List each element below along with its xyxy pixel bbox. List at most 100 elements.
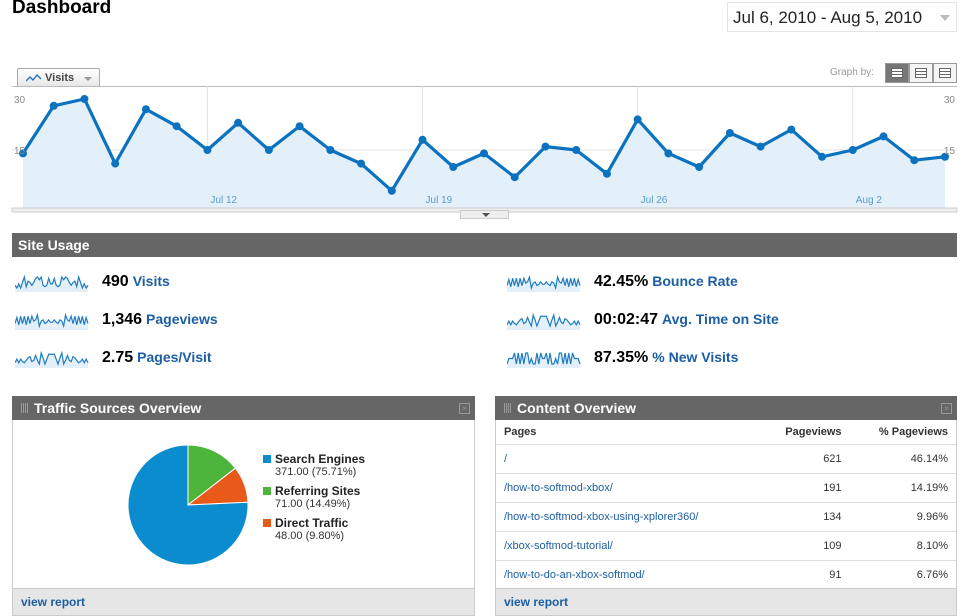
metric-value: 00:02:47: [594, 311, 659, 328]
traffic-view-report-link[interactable]: view report: [13, 588, 474, 615]
legend-swatch: [263, 519, 271, 527]
y-tick-label-left: 30: [14, 95, 26, 106]
data-point[interactable]: [357, 159, 366, 168]
data-point[interactable]: [756, 142, 765, 151]
data-point[interactable]: [295, 122, 304, 131]
metric-link[interactable]: Avg. Time on Site: [662, 311, 779, 327]
graph-by-day-button[interactable]: [885, 63, 909, 83]
page-link[interactable]: /xbox-softmod-tutorial/: [496, 531, 760, 561]
data-point[interactable]: [879, 132, 888, 141]
graph-by-label: Graph by:: [830, 67, 874, 78]
line-chart-icon: [26, 74, 42, 82]
data-point[interactable]: [480, 149, 488, 158]
pie-slice-search-engines[interactable]: [127, 444, 249, 566]
week-icon: [915, 68, 927, 78]
legend-item[interactable]: Referring Sites: [263, 484, 365, 498]
metric-value: 2.75: [102, 349, 134, 366]
drag-handle-icon[interactable]: [504, 403, 511, 413]
metric-left-2: 2.75 Pages/Visit: [102, 349, 212, 369]
close-icon[interactable]: ×: [941, 403, 952, 414]
pct-pageviews-cell: 6.76%: [849, 560, 956, 590]
content-view-report-link[interactable]: view report: [496, 588, 956, 615]
graph-by-month-button[interactable]: [933, 63, 957, 83]
sparkline-pageviews: [15, 312, 89, 330]
metric-link[interactable]: Bounce Rate: [652, 273, 738, 289]
data-point[interactable]: [19, 149, 27, 158]
legend-value: 48.00 (9.80%): [275, 530, 345, 542]
data-point[interactable]: [111, 159, 120, 168]
sparkline-avg-time-on-site: [507, 312, 581, 330]
data-point[interactable]: [602, 169, 611, 178]
legend-item[interactable]: Direct Traffic: [263, 516, 365, 530]
y-tick-label-right: 15: [944, 146, 956, 157]
pageviews-cell: 621: [759, 444, 850, 474]
pct-pageviews-cell: 9.96%: [849, 502, 956, 532]
page-link[interactable]: /: [496, 444, 760, 474]
table-row: /how-to-softmod-xbox/191 14.19%: [496, 473, 956, 503]
pct-pageviews-cell: 8.10%: [849, 531, 956, 561]
graph-by-week-button[interactable]: [909, 63, 933, 83]
data-point[interactable]: [80, 95, 89, 103]
page-link[interactable]: /how-to-do-an-xbox-softmod/: [496, 560, 760, 590]
traffic-sources-title: Traffic Sources Overview: [34, 400, 202, 416]
metric-left-0: 490 Visits: [102, 273, 170, 293]
chart-collapse-handle[interactable]: [460, 210, 509, 219]
date-range-picker[interactable]: Jul 6, 2010 - Aug 5, 2010: [727, 2, 957, 32]
table-row: /xbox-softmod-tutorial/109 8.10%: [496, 531, 956, 561]
data-point[interactable]: [264, 146, 273, 154]
data-point[interactable]: [141, 105, 150, 114]
legend-item[interactable]: Search Engines: [263, 452, 365, 466]
data-point[interactable]: [818, 152, 827, 161]
data-point[interactable]: [787, 125, 796, 134]
metric-selector-tab[interactable]: Visits: [17, 68, 100, 87]
sparkline-pages-visit: [15, 350, 89, 368]
sparkline--new-visits: [507, 352, 581, 368]
y-tick-label-left: 15: [14, 146, 26, 157]
metric-link[interactable]: Pageviews: [146, 311, 218, 327]
metric-link[interactable]: Visits: [132, 273, 170, 289]
data-point[interactable]: [387, 186, 396, 195]
data-point[interactable]: [633, 115, 642, 124]
pie-slice-referring-sites[interactable]: [187, 444, 237, 507]
data-point[interactable]: [695, 163, 704, 171]
data-point[interactable]: [172, 122, 181, 131]
data-point[interactable]: [664, 149, 673, 158]
content-overview-panel: Content Overview × Pages Pageviews % Page…: [495, 396, 957, 616]
page-link[interactable]: /how-to-softmod-xbox/: [496, 473, 760, 503]
column-header-pct-pageviews[interactable]: % Pageviews: [849, 420, 956, 445]
data-point[interactable]: [910, 156, 919, 165]
data-point[interactable]: [541, 142, 550, 151]
metric-link[interactable]: Pages/Visit: [137, 349, 212, 365]
data-point[interactable]: [848, 146, 857, 154]
close-icon[interactable]: ×: [459, 403, 470, 414]
data-point[interactable]: [49, 101, 58, 110]
metric-right-0: 42.45% Bounce Rate: [594, 273, 738, 293]
x-tick-label: Jul 26: [641, 195, 668, 206]
data-point[interactable]: [234, 118, 243, 127]
data-point[interactable]: [418, 135, 427, 144]
drag-handle-icon[interactable]: [21, 403, 28, 413]
traffic-pie-chart: [127, 444, 249, 566]
traffic-sources-panel: Traffic Sources Overview × Search Engines…: [12, 396, 475, 616]
data-point[interactable]: [326, 146, 335, 154]
metric-left-1: 1,346 Pageviews: [102, 311, 218, 331]
data-point[interactable]: [941, 152, 949, 161]
data-point[interactable]: [725, 129, 734, 137]
sparkline-visits: [15, 274, 89, 292]
metric-value: 1,346: [102, 311, 143, 328]
column-header-pageviews[interactable]: Pageviews: [759, 420, 850, 445]
content-overview-header: Content Overview ×: [495, 396, 957, 420]
pct-pageviews-cell: 46.14%: [849, 444, 956, 474]
chevron-down-icon: [940, 15, 950, 21]
data-point[interactable]: [449, 163, 458, 171]
data-point[interactable]: [203, 146, 212, 154]
y-tick-label-right: 30: [944, 95, 956, 106]
content-overview-title: Content Overview: [517, 400, 637, 416]
data-point[interactable]: [572, 146, 581, 154]
page-link[interactable]: /how-to-softmod-xbox-using-xplorer360/: [496, 502, 760, 532]
traffic-sources-header: Traffic Sources Overview ×: [12, 396, 475, 420]
data-point[interactable]: [510, 173, 519, 182]
metric-right-1: 00:02:47 Avg. Time on Site: [594, 311, 779, 331]
content-table: Pages Pageviews % Pageviews /621 46.14%/h…: [496, 420, 956, 590]
metric-link[interactable]: % New Visits: [652, 349, 739, 365]
